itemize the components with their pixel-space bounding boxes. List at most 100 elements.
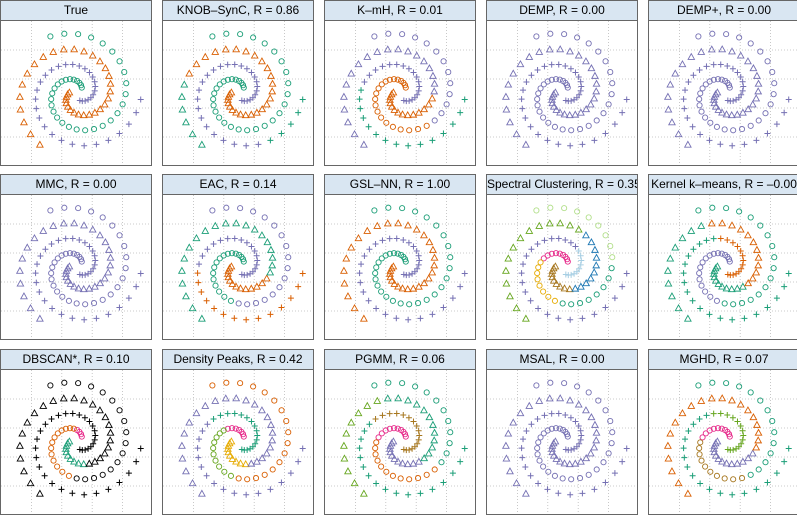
circle-point — [48, 445, 55, 452]
circle-point — [66, 76, 74, 83]
plus-point — [243, 65, 250, 72]
plus-point — [287, 295, 294, 302]
circle-point — [697, 90, 704, 97]
triangle-point — [35, 489, 44, 497]
triangle-point — [738, 282, 747, 290]
circle-point — [283, 418, 290, 425]
circle-point — [78, 84, 85, 91]
circle-point — [593, 466, 600, 473]
triangle-point — [383, 219, 392, 227]
triangle-point — [344, 292, 352, 300]
plus-point — [405, 414, 412, 421]
circle-point — [48, 451, 55, 458]
plus-point — [535, 305, 542, 312]
gridlines — [487, 21, 637, 165]
plus-point — [295, 109, 302, 116]
triangle-point — [266, 94, 275, 102]
triangle-point — [26, 130, 35, 138]
triangle-point — [61, 269, 70, 277]
plus-point — [194, 445, 201, 452]
circle-point — [227, 472, 234, 479]
triangle-point — [752, 443, 761, 451]
triangle-point — [250, 51, 259, 59]
triangle-point — [545, 219, 554, 227]
circle-point — [372, 451, 379, 458]
circle-point — [540, 255, 547, 262]
triangle-point — [268, 253, 277, 261]
plus-point — [198, 115, 205, 122]
plus-point — [518, 445, 525, 452]
series-plus — [32, 410, 144, 498]
triangle-point — [560, 284, 569, 292]
triangle-point — [414, 282, 423, 290]
circle-point — [600, 284, 607, 291]
circle-point — [402, 84, 409, 91]
triangle-point — [752, 245, 761, 253]
circle-point — [699, 85, 706, 92]
plus-point — [357, 105, 364, 112]
triangle-point — [752, 420, 761, 428]
triangle-point — [20, 292, 28, 300]
circle-point — [412, 208, 419, 215]
circle-point — [696, 451, 703, 458]
plus-point — [568, 446, 575, 453]
circle-point — [757, 48, 764, 55]
triangle-point — [15, 266, 24, 274]
plus-point — [299, 96, 306, 103]
triangle-point — [350, 479, 359, 487]
plus-point — [737, 248, 744, 255]
plus-point — [579, 490, 586, 497]
gridlines — [325, 195, 475, 339]
plus-point — [251, 423, 258, 430]
triangle-point — [339, 441, 348, 449]
circle-point — [235, 77, 243, 85]
plus-point — [203, 297, 210, 304]
circle-point — [423, 122, 430, 129]
plus-point — [69, 61, 76, 68]
plus-point — [591, 137, 598, 144]
triangle-point — [752, 94, 761, 102]
triangle-point — [88, 225, 97, 233]
triangle-point — [727, 459, 736, 468]
triangle-point — [590, 443, 599, 451]
circle-point — [702, 81, 709, 88]
triangle-point — [666, 254, 675, 262]
plus-point — [356, 445, 363, 452]
circle-point — [59, 293, 66, 300]
triangle-point — [185, 418, 194, 426]
plus-point — [62, 235, 69, 242]
triangle-point — [188, 130, 197, 138]
circle-point — [544, 78, 551, 85]
plus-point — [393, 490, 400, 497]
circle-point — [59, 468, 66, 475]
plus-point — [255, 490, 262, 497]
circle-point — [119, 101, 126, 108]
plus-point — [734, 243, 741, 250]
circle-point — [75, 31, 82, 38]
plus-point — [254, 257, 261, 264]
triangle-point — [744, 105, 753, 113]
triangle-point — [398, 284, 407, 292]
circle-point — [534, 451, 541, 458]
plot-area — [486, 21, 638, 166]
triangle-point — [354, 233, 363, 242]
circle-point — [556, 76, 563, 83]
plus-point — [611, 470, 618, 477]
triangle-point — [516, 233, 525, 242]
plus-point — [211, 131, 218, 138]
series-circle — [209, 204, 292, 308]
plus-point — [535, 480, 542, 487]
circle-point — [48, 96, 55, 103]
circle-point — [82, 127, 89, 134]
plus-point — [738, 440, 745, 447]
plus-point — [773, 295, 780, 302]
plus-point — [244, 271, 251, 278]
triangle-point — [424, 274, 433, 282]
circle-point — [545, 119, 552, 126]
plus-point — [457, 283, 464, 290]
circle-point — [375, 85, 382, 92]
plus-point — [724, 236, 731, 243]
plus-point — [417, 490, 424, 497]
triangle-point — [90, 108, 99, 116]
circle-point — [228, 76, 236, 83]
